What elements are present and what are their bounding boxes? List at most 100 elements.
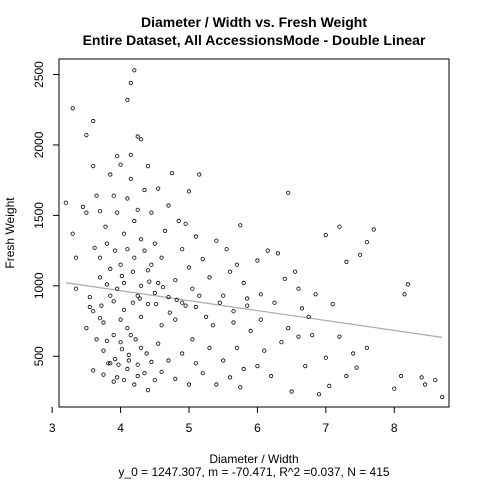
data-point [358,253,361,256]
data-point [112,333,115,336]
data-point [88,305,91,308]
data-point [153,291,156,294]
data-point [100,304,103,307]
data-point [157,342,160,345]
data-point [184,222,187,225]
data-point [208,346,211,349]
data-point [95,338,98,341]
data-point [423,383,426,386]
data-point [345,374,348,377]
data-point [122,379,125,382]
data-point [174,279,177,282]
data-point [150,211,153,214]
chart-title-line-2: Entire Dataset, All AccessionsMode - Dou… [83,32,426,48]
data-point [208,276,211,279]
data-point [194,305,197,308]
data-point [181,352,184,355]
data-point [98,210,101,213]
data-point [324,233,327,236]
data-point [126,248,129,251]
data-point [191,338,194,341]
data-point [218,301,221,304]
data-point [198,173,201,176]
data-point [434,379,437,382]
y-tick-label: 2500 [32,61,46,88]
data-point [211,324,214,327]
data-point [92,369,95,372]
data-point [276,252,279,255]
data-point [365,241,368,244]
data-point [187,266,190,269]
y-axis-title: Fresh Weight [3,197,17,269]
data-point [160,370,163,373]
data-point [85,133,88,136]
data-point [365,346,368,349]
data-point [146,302,149,305]
data-point [273,301,276,304]
data-point [201,257,204,260]
data-point [71,232,74,235]
data-point [133,219,136,222]
data-point [297,287,300,290]
data-point [311,333,314,336]
data-point [92,310,95,313]
chart-title-line-1: Diameter / Width vs. Fresh Weight [141,14,367,30]
data-point [222,359,225,362]
data-point [246,304,249,307]
data-point [126,197,129,200]
data-point [222,294,225,297]
data-point [150,360,153,363]
data-point [232,321,235,324]
data-point [256,364,259,367]
data-point [161,286,164,289]
data-point [204,315,207,318]
data-point [263,349,266,352]
y-tick-label: 2000 [32,131,46,158]
data-point [290,390,293,393]
data-point [256,259,259,262]
data-point [133,69,136,72]
data-point [92,164,95,167]
data-point [215,383,218,386]
data-point [109,267,112,270]
data-point [246,297,249,300]
data-point [293,270,296,273]
data-point [126,367,129,370]
data-point [139,284,142,287]
data-point [155,302,158,305]
data-point [104,225,107,228]
data-point [160,256,163,259]
data-point [129,153,132,156]
data-point [228,270,231,273]
data-point [129,81,132,84]
data-point [314,293,317,296]
data-point [146,388,149,391]
data-point [119,318,122,321]
data-point [113,357,116,360]
data-point [174,318,177,321]
data-point [120,274,123,277]
data-point [117,363,120,366]
data-point [157,281,160,284]
data-point [249,329,252,332]
y-tick-label: 1000 [32,272,46,299]
data-point [122,308,125,311]
data-point [150,263,153,266]
data-point [170,171,173,174]
data-point [112,194,115,197]
data-point [74,256,77,259]
data-point [184,304,187,307]
data-point [133,383,136,386]
data-point [232,310,235,313]
data-point [95,194,98,197]
data-point [153,242,156,245]
data-point [116,155,119,158]
data-point [160,324,163,327]
data-point [239,386,242,389]
data-point [181,248,184,251]
data-point [372,228,375,231]
data-point [235,346,238,349]
plot-frame [59,59,449,407]
data-point [194,235,197,238]
data-point [235,263,238,266]
